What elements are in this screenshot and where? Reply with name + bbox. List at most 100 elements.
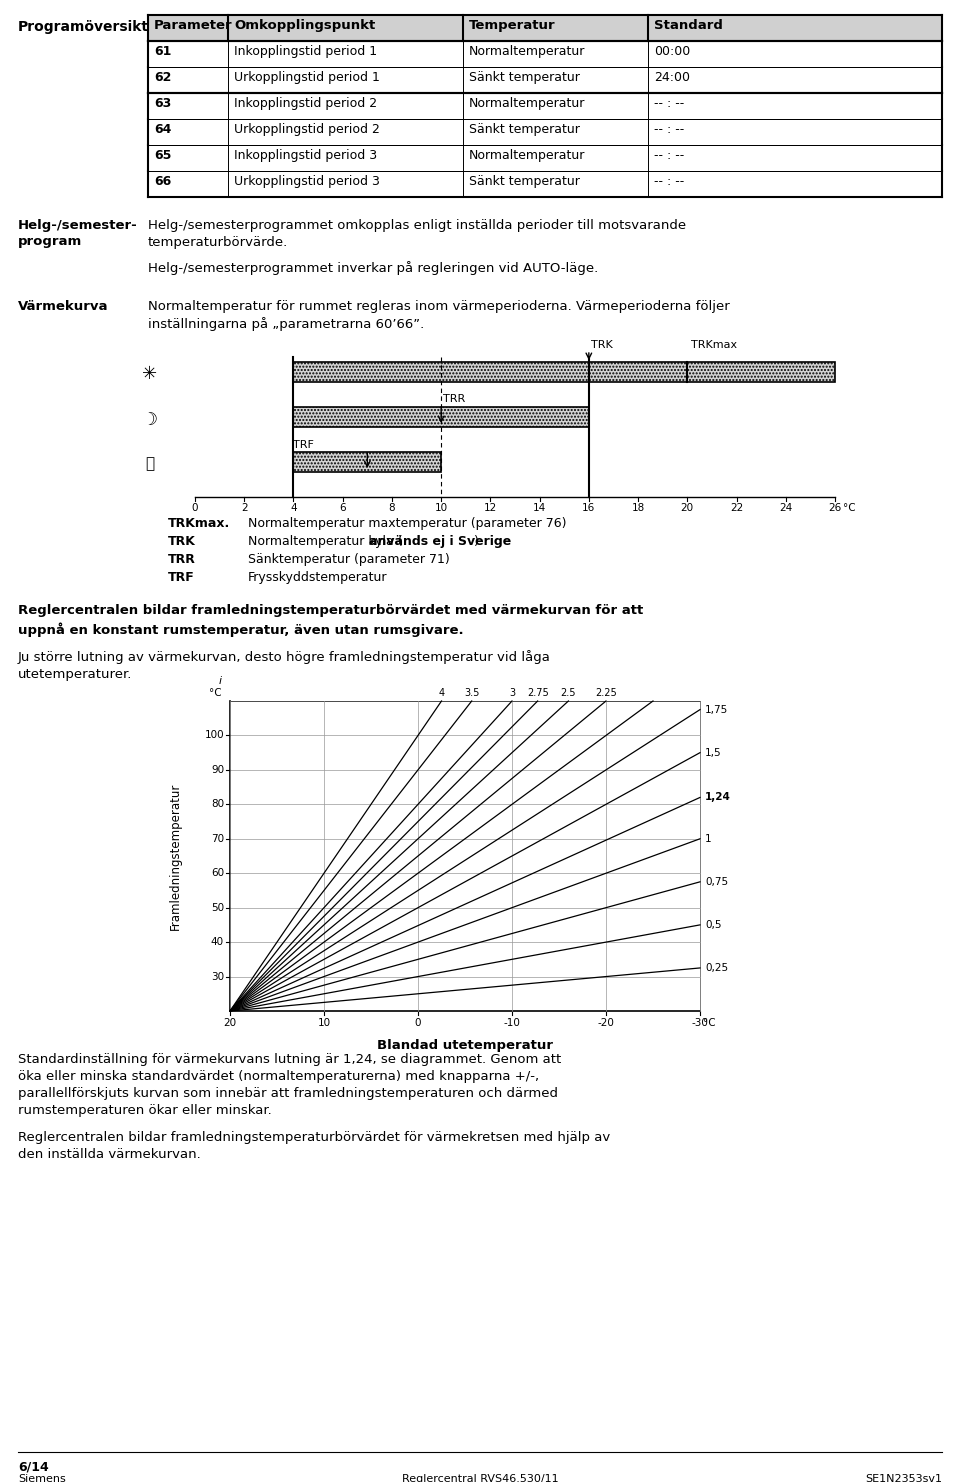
Text: ⏻: ⏻: [145, 456, 155, 471]
Bar: [294, 362, 835, 382]
Text: Frysskyddstemperatur: Frysskyddstemperatur: [248, 571, 388, 584]
Text: 2.25: 2.25: [595, 688, 617, 698]
Text: Normaltemperatur för rummet regleras inom värmeperioderna. Värmeperioderna följe: Normaltemperatur för rummet regleras ino…: [148, 299, 730, 313]
Text: inställningarna på „parametrarna 60’66”.: inställningarna på „parametrarna 60’66”.: [148, 317, 424, 330]
Text: Värmekurva: Värmekurva: [18, 299, 108, 313]
Text: Omkopplingspunkt: Omkopplingspunkt: [234, 19, 375, 33]
Text: Standardinställning för värmekurvans lutning är 1,24, se diagrammet. Genom att: Standardinställning för värmekurvans lut…: [18, 1054, 562, 1066]
Text: Urkopplingstid period 1: Urkopplingstid period 1: [234, 71, 380, 84]
Text: 2: 2: [241, 502, 248, 513]
Text: Urkopplingstid period 2: Urkopplingstid period 2: [234, 123, 380, 136]
Text: ✳: ✳: [142, 365, 157, 382]
Text: 1,5: 1,5: [705, 747, 722, 757]
Text: ☽: ☽: [142, 411, 158, 428]
Text: Reglercentralen bildar framledningstemperaturbörvärdet för värmekretsen med hjäl: Reglercentralen bildar framledningstempe…: [18, 1131, 611, 1144]
Text: Sänktemperatur (parameter 71): Sänktemperatur (parameter 71): [248, 553, 449, 566]
Text: 40: 40: [211, 937, 224, 947]
Text: utetemperaturer.: utetemperaturer.: [18, 668, 132, 682]
Text: 80: 80: [211, 799, 224, 809]
Text: Helg-/semesterprogrammet inverkar på regleringen vid AUTO-läge.: Helg-/semesterprogrammet inverkar på reg…: [148, 261, 598, 276]
Text: Framledningstemperatur: Framledningstemperatur: [169, 782, 181, 929]
Text: 1,24: 1,24: [705, 793, 731, 802]
Text: 50: 50: [211, 903, 224, 913]
Text: Reglercentral RVS46.530/11: Reglercentral RVS46.530/11: [401, 1475, 559, 1482]
Text: Blandad utetemperatur: Blandad utetemperatur: [377, 1039, 553, 1052]
Text: Normaltemperatur maxtemperatur (parameter 76): Normaltemperatur maxtemperatur (paramete…: [248, 517, 566, 531]
Text: 20: 20: [681, 502, 694, 513]
Bar: [294, 408, 588, 427]
Bar: [294, 452, 442, 471]
Text: Inkopplingstid period 1: Inkopplingstid period 1: [234, 44, 377, 58]
Text: Normaltemperatur: Normaltemperatur: [469, 96, 586, 110]
Text: -- : --: -- : --: [654, 150, 684, 162]
Text: 22: 22: [730, 502, 743, 513]
Text: TRF: TRF: [168, 571, 195, 584]
Text: 90: 90: [211, 765, 224, 775]
Text: Normaltemperatur: Normaltemperatur: [469, 44, 586, 58]
Text: Sänkt temperatur: Sänkt temperatur: [469, 123, 580, 136]
Text: uppnå en konstant rumstemperatur, även utan rumsgivare.: uppnå en konstant rumstemperatur, även u…: [18, 622, 464, 637]
Text: Normaltemperatur kyla (: Normaltemperatur kyla (: [248, 535, 402, 548]
Text: 2.75: 2.75: [527, 688, 548, 698]
Text: 16: 16: [582, 502, 595, 513]
Text: -30: -30: [691, 1018, 708, 1029]
Text: öka eller minska standardvärdet (normaltemperaturerna) med knapparna +/-,: öka eller minska standardvärdet (normalt…: [18, 1070, 540, 1083]
Text: 6/14: 6/14: [18, 1460, 49, 1473]
Text: 61: 61: [154, 44, 172, 58]
Text: -- : --: -- : --: [654, 123, 684, 136]
Text: TRF: TRF: [294, 440, 314, 451]
Text: 3.5: 3.5: [464, 688, 479, 698]
Text: 24:00: 24:00: [654, 71, 690, 84]
Text: TRKmax.: TRKmax.: [168, 517, 230, 531]
Text: TRK: TRK: [168, 535, 196, 548]
Text: SE1N2353sv1: SE1N2353sv1: [865, 1475, 942, 1482]
Text: 63: 63: [154, 96, 171, 110]
Text: 0: 0: [192, 502, 199, 513]
Text: 10: 10: [318, 1018, 330, 1029]
Text: 0: 0: [415, 1018, 421, 1029]
Text: 65: 65: [154, 150, 172, 162]
Text: används ej i Sverige: används ej i Sverige: [369, 535, 511, 548]
Text: °C: °C: [843, 502, 855, 513]
Text: 1,75: 1,75: [705, 704, 729, 714]
Text: 70: 70: [211, 834, 224, 843]
Text: 6: 6: [340, 502, 346, 513]
Text: 18: 18: [632, 502, 645, 513]
Text: temperaturbörvärde.: temperaturbörvärde.: [148, 236, 288, 249]
Text: i: i: [219, 676, 222, 686]
Text: 0,5: 0,5: [705, 920, 722, 929]
Text: 64: 64: [154, 123, 172, 136]
Text: 00:00: 00:00: [654, 44, 690, 58]
Text: -- : --: -- : --: [654, 96, 684, 110]
Text: °C: °C: [209, 688, 222, 698]
Text: Inkopplingstid period 2: Inkopplingstid period 2: [234, 96, 377, 110]
Text: parallellförskjuts kurvan som innebär att framledningstemperaturen och därmed: parallellförskjuts kurvan som innebär at…: [18, 1086, 558, 1100]
Text: 20: 20: [224, 1018, 236, 1029]
Text: Inkopplingstid period 3: Inkopplingstid period 3: [234, 150, 377, 162]
Text: 66: 66: [154, 175, 171, 188]
Text: Temperatur: Temperatur: [469, 19, 556, 33]
Text: 30: 30: [211, 972, 224, 981]
Text: -10: -10: [504, 1018, 520, 1029]
Text: 4: 4: [439, 688, 444, 698]
Text: 60: 60: [211, 868, 224, 879]
Text: 100: 100: [204, 731, 224, 741]
Text: den inställda värmekurvan.: den inställda värmekurvan.: [18, 1149, 201, 1160]
Text: TRR: TRR: [444, 394, 466, 405]
Text: 12: 12: [484, 502, 497, 513]
Text: -- : --: -- : --: [654, 175, 684, 188]
Text: 62: 62: [154, 71, 172, 84]
Text: Reglercentralen bildar framledningstemperaturbörvärdet med värmekurvan för att: Reglercentralen bildar framledningstempe…: [18, 605, 643, 617]
Text: 8: 8: [389, 502, 396, 513]
Text: Siemens: Siemens: [18, 1475, 65, 1482]
Text: ): ): [473, 535, 479, 548]
Text: TRR: TRR: [168, 553, 196, 566]
Text: °C: °C: [703, 1018, 715, 1029]
Text: 26: 26: [828, 502, 842, 513]
Text: 1: 1: [705, 834, 711, 843]
Text: rumstemperaturen ökar eller minskar.: rumstemperaturen ökar eller minskar.: [18, 1104, 272, 1117]
Text: 3: 3: [509, 688, 516, 698]
Text: Urkopplingstid period 3: Urkopplingstid period 3: [234, 175, 380, 188]
Text: program: program: [18, 236, 83, 247]
Bar: [148, 15, 942, 41]
